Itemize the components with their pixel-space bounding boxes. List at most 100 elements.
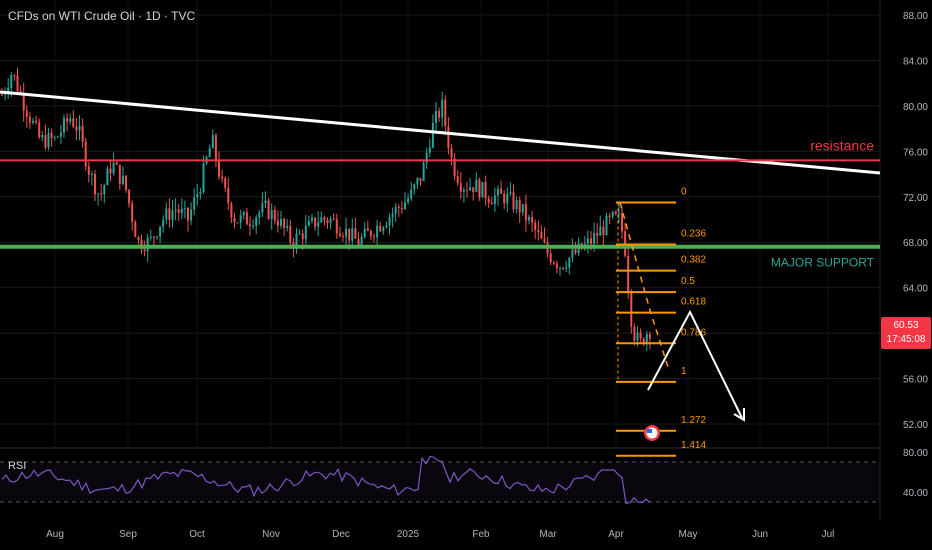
candle-body — [255, 217, 258, 226]
candle-body — [100, 193, 103, 195]
candle-body — [180, 208, 183, 213]
x-tick-label: May — [679, 529, 698, 540]
candle-body — [518, 200, 521, 213]
candle-body — [648, 334, 651, 339]
candle-body — [146, 237, 149, 252]
candle-body — [469, 187, 472, 191]
fibonacci-levels: 0 0.236 0.382 0.5 0.618 0.786 1 1.272 1.414 — [616, 186, 706, 457]
candle-body — [125, 175, 127, 190]
candle-body — [329, 218, 332, 223]
candle-body — [109, 168, 112, 174]
candle-body — [438, 111, 441, 118]
candle-body — [280, 219, 282, 226]
y-tick-label: 76.00 — [903, 147, 928, 158]
candle-body — [174, 209, 177, 211]
candle-body — [90, 174, 93, 176]
candle-body — [13, 75, 16, 77]
candle-body — [549, 253, 552, 263]
candle-body — [431, 122, 434, 148]
candle-body — [332, 218, 335, 220]
projection-arrows — [647, 309, 745, 422]
candle-body — [35, 120, 38, 123]
candle-body — [419, 178, 422, 181]
candle-body — [456, 176, 459, 184]
candle-body — [596, 232, 599, 236]
candle-body — [183, 207, 186, 209]
candle-body — [230, 203, 233, 218]
x-tick-label: Aug — [46, 529, 64, 540]
candle-body — [388, 217, 391, 226]
candle-body — [400, 208, 403, 210]
candle-body — [311, 217, 313, 221]
candle-body — [289, 226, 292, 243]
candle-body — [56, 136, 59, 138]
candle-body — [187, 207, 189, 221]
candle-body — [521, 204, 524, 213]
chart-title: CFDs on WTI Crude Oil · 1D · TVC — [8, 9, 196, 23]
candle-body — [38, 122, 41, 138]
candle-body — [366, 228, 369, 231]
candle-body — [283, 219, 286, 228]
candle-body — [338, 233, 341, 236]
candle-body — [342, 235, 344, 237]
current-price-badge: 60.53 17:45:08 — [881, 317, 931, 349]
candle-body — [41, 135, 44, 138]
candle-body — [602, 226, 605, 235]
candle-body — [1, 94, 3, 96]
rsi-pane: 80.00 40.00 — [0, 448, 928, 505]
candle-body — [617, 213, 620, 215]
rsi-label: RSI — [8, 460, 27, 472]
fib-level-label: 0.618 — [681, 297, 706, 308]
projection-path — [647, 309, 743, 419]
x-tick-label: Sep — [119, 529, 137, 540]
candle-body — [382, 227, 385, 232]
candle-body — [323, 217, 326, 221]
candle-body — [242, 212, 245, 216]
candle-body — [376, 225, 379, 238]
candle-body — [106, 168, 109, 186]
candle-body — [137, 237, 140, 240]
candle-body — [218, 159, 220, 177]
candle-body — [87, 166, 90, 175]
candle-body — [236, 222, 239, 224]
candle-body — [524, 204, 527, 221]
y-tick-label: 56.00 — [903, 375, 928, 386]
x-tick-label: Jul — [822, 529, 835, 540]
x-tick-label: Apr — [608, 529, 624, 540]
candle-body — [574, 249, 577, 254]
rsi-band — [0, 462, 880, 502]
candle-body — [614, 211, 617, 215]
candle-body — [373, 236, 375, 238]
x-tick-label: Oct — [189, 529, 205, 540]
candle-body — [394, 207, 397, 214]
candle-body — [227, 187, 230, 204]
candle-body — [441, 99, 444, 118]
x-tick-label: Mar — [539, 529, 557, 540]
candle-body — [472, 187, 475, 193]
candle-body — [276, 220, 279, 226]
y-tick-label: 52.00 — [903, 420, 928, 431]
candle-body — [273, 209, 276, 221]
candle-body — [351, 228, 354, 241]
candle-body — [22, 93, 25, 111]
candle-body — [528, 217, 530, 221]
bar-countdown: 17:45:08 — [886, 334, 926, 345]
candle-body — [512, 192, 515, 210]
candle-body — [298, 233, 301, 235]
fib-level-label: 1.272 — [681, 415, 706, 426]
candle-body — [32, 120, 34, 123]
rsi-tick-label: 40.00 — [903, 488, 928, 499]
candle-body — [599, 226, 602, 236]
x-tick-label: Feb — [472, 529, 490, 540]
candle-body — [484, 182, 487, 199]
candle-body — [534, 222, 537, 231]
fib-level-label: 0.786 — [681, 327, 706, 338]
candle-body — [25, 110, 28, 117]
candle-body — [165, 208, 168, 220]
candle-body — [497, 188, 499, 196]
candle-body — [168, 208, 171, 220]
candle-body — [199, 192, 202, 195]
candle-body — [611, 211, 614, 217]
fib-level-label: 0.382 — [681, 255, 706, 266]
